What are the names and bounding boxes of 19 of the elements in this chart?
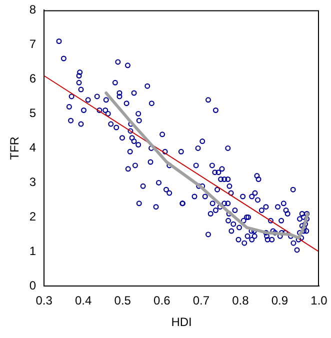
y-tick-label: 1 [29,244,36,258]
x-tick-label: 0.6 [154,294,171,308]
y-axis-title: TFR [8,136,22,160]
x-tick-label: 0.3 [36,294,53,308]
x-tick-label: 0.5 [114,294,132,308]
y-tick-label: 2 [29,210,36,224]
y-tick-label: 8 [29,2,36,17]
y-tick-label: 5 [29,106,36,120]
x-tick-label: 1.0 [310,294,328,308]
y-tick-label: 7 [29,37,36,52]
y-tick-label: 0 [29,278,36,293]
x-tick-label: 0.8 [232,294,250,308]
x-tick-label: 0.7 [192,294,210,308]
x-axis-title: HDI [171,315,192,330]
y-tick-label: 6 [29,72,36,86]
x-tick-label: 0.4 [75,294,92,308]
y-tick-label: 4 [29,140,36,155]
y-tick-label: 3 [29,175,36,190]
x-tick-label: 0.9 [271,294,288,308]
